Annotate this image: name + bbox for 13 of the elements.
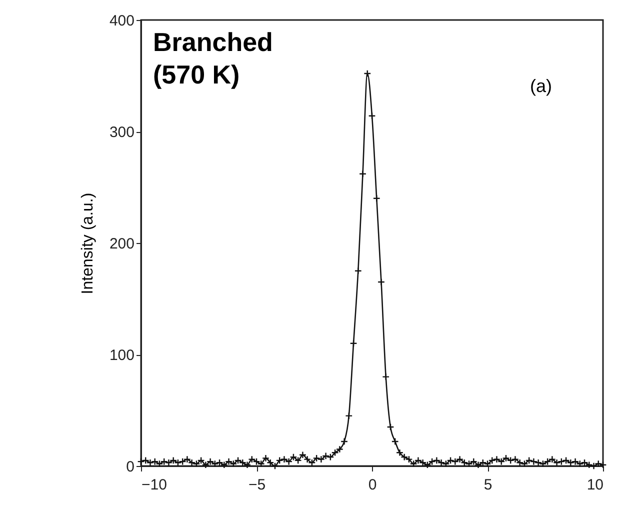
annotation: (a): [530, 76, 552, 96]
annotation: Branched (570 K): [153, 27, 273, 90]
y-tick-label: 0: [126, 458, 134, 476]
y-tick-label: 100: [109, 347, 134, 364]
x-tick-label: 10: [586, 476, 604, 494]
x-tick-label: −10: [142, 476, 167, 494]
x-tick-label: −5: [248, 476, 266, 494]
y-tick-label: 200: [109, 236, 134, 252]
y-tick-label: 300: [109, 124, 134, 141]
y-tick-label: 400: [109, 12, 134, 30]
y-axis-title: Intensity (a.u.): [79, 192, 96, 294]
x-tick-label: 0: [368, 476, 377, 494]
x-tick-label: 5: [484, 476, 492, 494]
